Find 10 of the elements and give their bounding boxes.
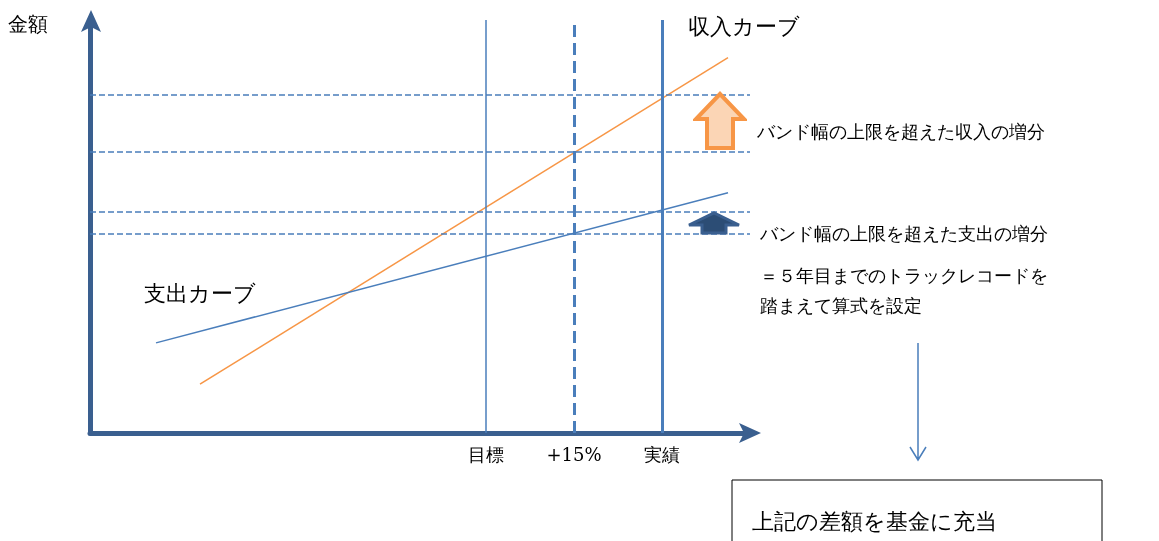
text: 上記の差額を基金に充当 xyxy=(752,508,997,534)
x-tick-label: +15% xyxy=(546,443,602,465)
series-label: 支出カーブ xyxy=(144,281,256,307)
y-axis-title: 金額 xyxy=(8,12,48,36)
text: バンド幅の上限を超えた収入の増分 xyxy=(756,120,1045,142)
series-label: 収入カーブ xyxy=(688,14,800,40)
text: バンド幅の上限を超えた支出の増分 xyxy=(759,222,1048,244)
text: ＝５年目までのトラックレコードを踏まえて算式を設定 xyxy=(760,264,1048,316)
x-tick-label: 実績 xyxy=(644,443,680,465)
x-tick-label: 目標 xyxy=(468,443,504,465)
